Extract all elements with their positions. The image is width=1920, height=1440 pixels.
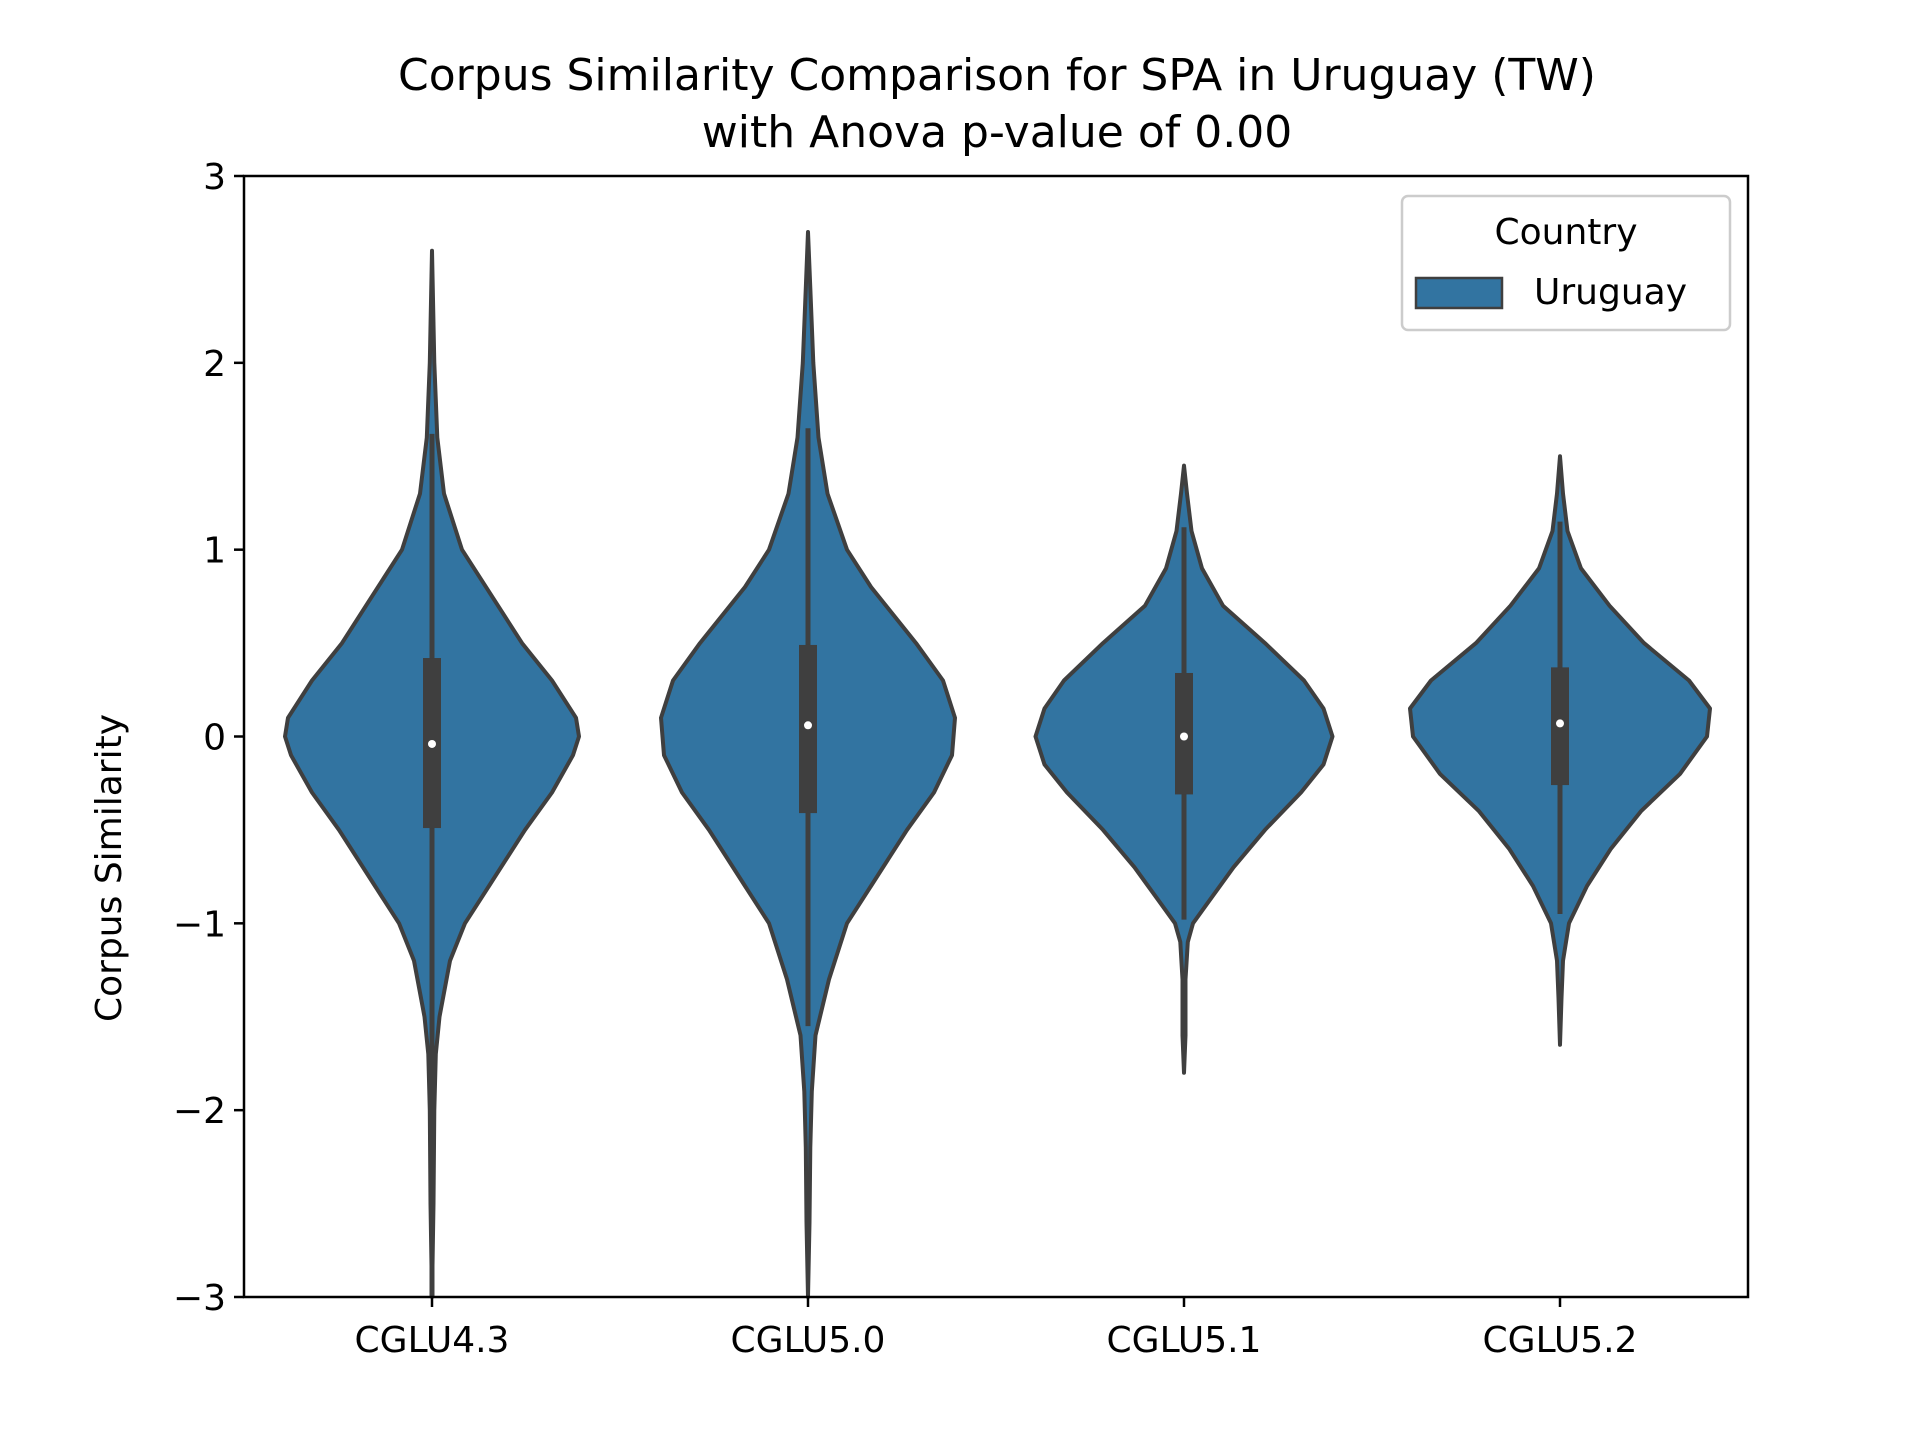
x-tick-label: CGLU5.0 bbox=[731, 1320, 886, 1361]
chart-title-line2: with Anova p-value of 0.00 bbox=[702, 107, 1292, 158]
violin-CGLU5.0 bbox=[659, 230, 957, 1299]
x-tick-label: CGLU5.2 bbox=[1483, 1320, 1638, 1361]
legend-entry-uruguay: Uruguay bbox=[1534, 272, 1687, 313]
y-tick-label: 2 bbox=[203, 344, 226, 385]
chart-title-line1: Corpus Similarity Comparison for SPA in … bbox=[398, 50, 1596, 101]
violin-median bbox=[1556, 719, 1564, 728]
legend-title: Country bbox=[1494, 212, 1637, 253]
legend: Country Uruguay bbox=[1400, 194, 1732, 332]
y-tick-label: −2 bbox=[173, 1091, 226, 1132]
violin-CGLU5.1 bbox=[1033, 463, 1335, 1075]
y-tick-label: 1 bbox=[203, 531, 226, 572]
legend-swatch bbox=[1414, 276, 1504, 310]
violin-CGLU4.3 bbox=[283, 248, 581, 1299]
y-tick-label: 3 bbox=[203, 157, 226, 198]
violin-median bbox=[428, 739, 436, 748]
y-tick-label: 0 bbox=[203, 718, 226, 759]
x-tick-label: CGLU5.1 bbox=[1107, 1320, 1262, 1361]
violin-median bbox=[1180, 732, 1188, 741]
violin-median bbox=[804, 721, 812, 730]
violins-layer bbox=[283, 230, 1712, 1299]
y-axis-label: Corpus Similarity bbox=[89, 714, 130, 1022]
axes-layer: 3 2 1 0 −1 −2 −3 CGLU4.3 CGLU5.0 CGLU5.1 CGLU5.2 bbox=[173, 157, 1750, 1361]
x-tick-label: CGLU4.3 bbox=[355, 1320, 510, 1361]
y-tick-label: −3 bbox=[173, 1278, 226, 1319]
violin-CGLU5.2 bbox=[1408, 454, 1712, 1047]
y-tick-label: −1 bbox=[173, 904, 226, 945]
